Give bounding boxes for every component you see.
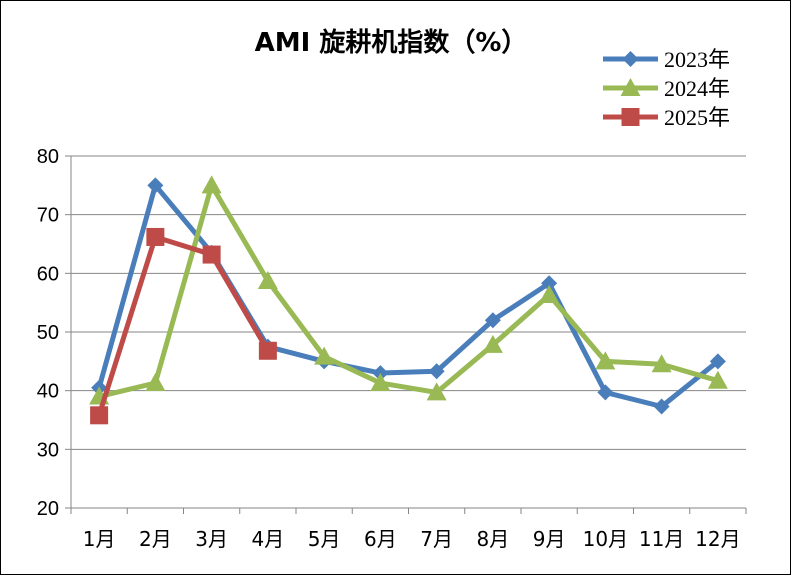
data-point-diamond [147,177,164,194]
data-point-triangle [257,270,278,289]
data-point-square [202,245,221,264]
chart-title: AMI 旋耕机指数（%） [255,28,528,58]
data-point-diamond [484,312,501,329]
legend-item: 2023年 [603,47,730,72]
y-tick-label: 20 [37,498,59,520]
series-lines [89,175,728,425]
data-point-triangle [651,354,672,373]
y-tick-label: 40 [37,381,59,403]
x-tick-label: 2月 [139,527,172,551]
axes: 20 30 40 50 60 70 80 1月 2月 3月 4月 5月 6月 7月 8月 9月 10月 11月 12… [37,146,747,551]
series-2023年 [91,177,726,415]
x-tick-label: 4月 [252,527,285,551]
x-tick-label: 8月 [477,527,510,551]
data-point-square [90,406,109,425]
x-tick-label: 9月 [533,527,566,551]
legend-item: 2025年 [603,105,730,130]
data-point-diamond [541,275,558,292]
legend-item: 2024年 [603,76,730,101]
legend-label: 2023年 [664,47,730,72]
series-line [96,234,271,418]
y-tick-label: 30 [37,439,59,461]
data-point-triangle [707,370,728,389]
x-tick-label: 5月 [308,527,341,551]
y-tick-label: 60 [37,263,59,285]
x-tick-label: 12月 [695,527,740,551]
data-point-triangle [201,175,222,194]
series-line [96,182,721,410]
x-tick-label: 6月 [364,527,397,551]
x-tick-label: 7月 [420,527,453,551]
data-point-diamond [597,384,614,401]
y-tick-label: 50 [37,322,59,344]
data-point-triangle [314,346,335,365]
data-point-diamond [428,363,445,380]
series-2025年 [90,227,277,425]
legend-label: 2025年 [664,105,730,130]
data-point-diamond [622,51,639,67]
data-point-square [621,108,640,126]
data-point-square [258,341,277,360]
data-point-triangle [145,373,166,392]
data-point-triangle [370,373,391,392]
data-point-square [146,227,165,246]
x-tick-label: 11月 [639,527,684,551]
series-2024年 [89,175,728,405]
series-line [96,182,721,400]
legend-label: 2024年 [664,76,730,101]
data-point-triangle [426,382,447,401]
legend: 2023年 2024年 2025年 [603,47,730,130]
data-point-triangle [620,78,641,96]
y-tick-label: 80 [37,146,59,168]
data-point-triangle [595,351,616,370]
data-point-triangle [482,334,503,353]
x-tick-label: 1月 [83,527,116,551]
data-point-diamond [653,398,670,415]
y-tick-label: 70 [37,205,59,227]
x-tick-label: 10月 [583,527,628,551]
data-point-diamond [709,353,726,370]
grid-lines [71,155,746,450]
x-tick-label: 3月 [195,527,228,551]
data-point-triangle [539,285,560,304]
